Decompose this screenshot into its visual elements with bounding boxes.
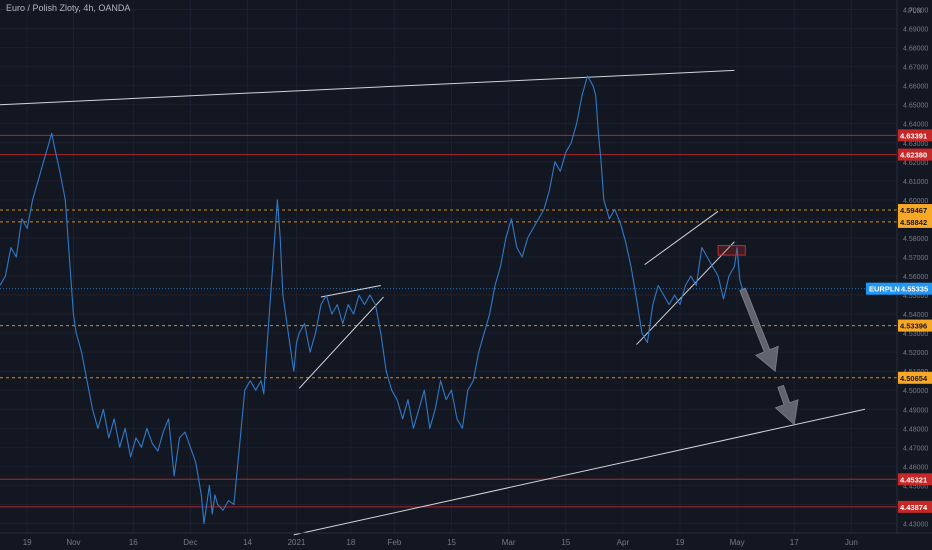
trend-line (293, 408, 866, 536)
y-tick-label: 4.69000 (903, 27, 928, 34)
y-tick-label: 4.46000 (903, 464, 928, 471)
currency-label: PLN (908, 8, 922, 15)
trend-line (0, 69, 735, 106)
level-label: 4.43874 (900, 503, 928, 512)
y-tick-label: 4.64000 (903, 122, 928, 129)
level-label: 4.63391 (900, 131, 927, 140)
last-price-value: 4.55335 (901, 285, 928, 294)
y-tick-label: 4.50000 (903, 388, 928, 395)
y-tick-label: 4.55000 (903, 293, 928, 300)
level-badge (898, 129, 932, 142)
x-tick-label: 16 (129, 538, 138, 547)
y-tick-label: 4.63000 (903, 141, 928, 148)
x-tick-label: 15 (561, 538, 570, 547)
x-tick-label: Dec (183, 538, 197, 547)
grid (0, 0, 897, 533)
price-badges: 4.63391 4.62380 4.59467 4.58842 4.53396 4.506… (866, 129, 932, 513)
y-tick-label: 4.65000 (903, 103, 928, 110)
chart-title: Euro / Polish Zloty, 4h, OANDA (6, 3, 131, 13)
trend-line (644, 210, 719, 266)
trend-line (320, 285, 381, 298)
trend-line (636, 241, 735, 345)
level-label: 4.59467 (900, 206, 927, 215)
x-tick-label: 19 (676, 538, 685, 547)
level-label: 4.45321 (900, 475, 927, 484)
x-tick-label: Nov (66, 538, 80, 547)
horizontal-levels (0, 134, 897, 508)
y-tick-label: 4.43000 (903, 521, 928, 528)
y-tick-label: 4.52000 (903, 350, 928, 357)
price-series (0, 75, 744, 525)
y-tick-label: 4.66000 (903, 84, 928, 91)
projection-arrow (774, 384, 799, 426)
y-tick-label: 4.54000 (903, 312, 928, 319)
level-badge (898, 319, 932, 332)
level-label: 4.62380 (900, 151, 927, 160)
y-tick-label: 4.60000 (903, 198, 928, 205)
y-tick-label: 4.53000 (903, 331, 928, 338)
y-tick-label: 4.70000 (903, 8, 928, 15)
y-tick-label: 4.45000 (903, 483, 928, 490)
y-tick-label: 4.57000 (903, 255, 928, 262)
y-tick-label: 4.58000 (903, 236, 928, 243)
level-badge (898, 215, 932, 228)
level-label: 4.58842 (900, 218, 927, 227)
x-tick-label: 19 (23, 538, 32, 547)
projection-arrow (739, 287, 779, 372)
y-tick-label: 4.47000 (903, 445, 928, 452)
x-tick-label: Jun (845, 538, 858, 547)
x-tick-label: Mar (502, 538, 516, 547)
trend-line (298, 296, 384, 389)
y-tick-label: 4.62000 (903, 160, 928, 167)
y-tick-label: 4.56000 (903, 274, 928, 281)
y-tick-label: 4.67000 (903, 65, 928, 72)
level-badge (898, 204, 932, 217)
chart-overlays (717, 245, 799, 426)
x-tick-label: 18 (346, 538, 355, 547)
x-tick-label: 17 (790, 538, 799, 547)
last-price-symbol: EURPLN (869, 285, 900, 294)
level-label: 4.53396 (900, 322, 927, 331)
marker-box (717, 245, 746, 256)
x-tick-label: Feb (388, 538, 402, 547)
y-tick-label: 4.68000 (903, 46, 928, 53)
time-axis[interactable]: 19 Nov 16 Dec 14 2021 18 Feb 15 Mar 15 Apr 19 May 17 Ju… (23, 538, 858, 547)
trend-lines (0, 69, 866, 536)
level-label: 4.50654 (900, 374, 928, 383)
y-tick-label: 4.49000 (903, 407, 928, 414)
price-line (0, 75, 744, 525)
level-badge (898, 371, 932, 384)
x-tick-label: Apr (617, 538, 630, 547)
y-tick-label: 4.48000 (903, 426, 928, 433)
x-tick-label: May (730, 538, 745, 547)
y-tick-label: 4.61000 (903, 179, 928, 186)
x-tick-label: 15 (447, 538, 456, 547)
level-badge (898, 148, 932, 161)
x-tick-label: 14 (243, 538, 252, 547)
level-badge (898, 473, 932, 486)
last-price-badge (866, 282, 932, 295)
level-badge (898, 500, 932, 513)
x-tick-label: 2021 (288, 538, 306, 547)
